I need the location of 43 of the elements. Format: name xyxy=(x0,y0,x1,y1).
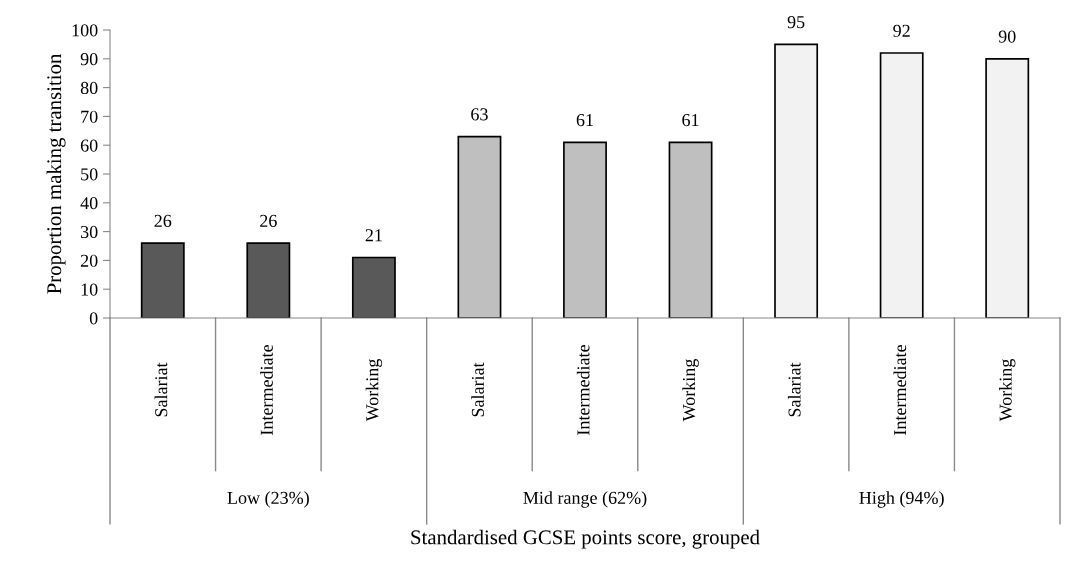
x-tick-label: Working xyxy=(365,358,383,422)
bar xyxy=(774,43,819,318)
text: Mid range (62%) xyxy=(523,491,647,508)
bar xyxy=(563,141,607,318)
data-label: 61 xyxy=(682,114,699,127)
y-tick-label: 0 xyxy=(89,312,98,325)
x-tick-label: Salariat xyxy=(471,362,484,417)
y-tick-label: 40 xyxy=(80,197,98,210)
x-tick-label: Intermediate xyxy=(893,345,907,435)
data-label: 63 xyxy=(471,108,488,121)
data-label: 26 xyxy=(260,214,277,227)
bar xyxy=(351,256,396,318)
bar xyxy=(985,57,1030,318)
x-tick-label: Working xyxy=(999,358,1016,422)
bar xyxy=(879,52,924,318)
data-label: 95 xyxy=(787,16,805,29)
text: High (94%) xyxy=(859,491,944,508)
x-tick-label: Salariat xyxy=(154,362,168,417)
x-tick-label: Intermediate xyxy=(260,345,273,435)
y-tick-label: 50 xyxy=(81,168,98,181)
x-tick-label: Working xyxy=(682,358,699,422)
data-label: 92 xyxy=(893,24,910,37)
y-tick-label: 100 xyxy=(72,24,98,37)
x-tick-label: Salariat xyxy=(787,362,801,417)
y-tick-label: 80 xyxy=(80,81,98,95)
text: Low (23%) xyxy=(227,491,309,508)
bar xyxy=(668,141,713,318)
bar xyxy=(140,242,185,318)
bar xyxy=(246,242,291,318)
y-tick-label: 20 xyxy=(80,254,98,267)
y-axis-title: Proportion making transition xyxy=(46,53,66,294)
x-tick-label: Intermediate xyxy=(576,345,590,435)
y-tick-label: 70 xyxy=(81,110,98,123)
y-tick-label: 60 xyxy=(80,139,98,152)
y-tick-label: 10 xyxy=(81,283,98,296)
x-axis-title: Standardised GCSE points score, grouped xyxy=(411,529,760,549)
y-tick-label: 30 xyxy=(81,225,98,239)
data-label: 21 xyxy=(365,229,382,242)
data-label: 90 xyxy=(998,30,1016,43)
data-label: 26 xyxy=(154,214,172,227)
bar xyxy=(457,135,502,318)
y-tick-label: 90 xyxy=(80,53,98,66)
data-label: 61 xyxy=(576,114,593,127)
